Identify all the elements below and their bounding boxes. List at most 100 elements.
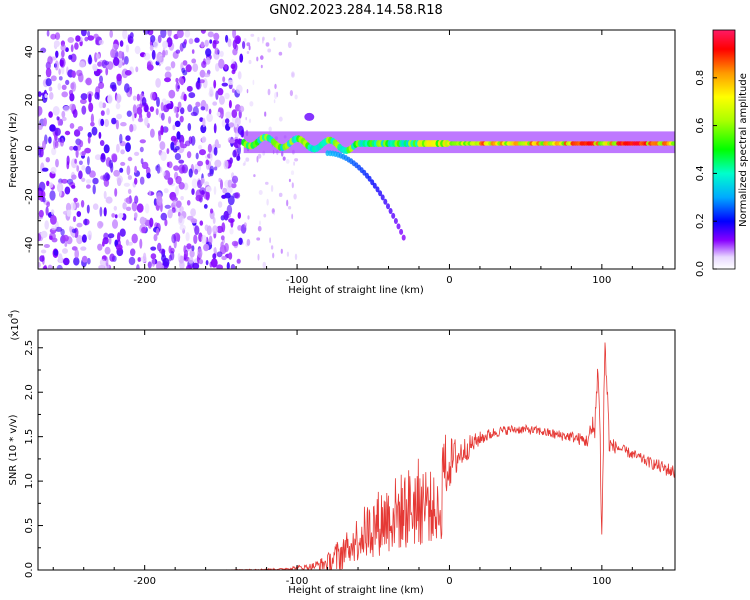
heatmap-cell-303 — [170, 61, 176, 69]
heatmap-cell-240 — [130, 248, 136, 257]
heatmap-cell-577 — [69, 123, 75, 129]
heatmap-cell-175 — [38, 142, 41, 147]
heatmap-cell-769 — [109, 253, 115, 262]
heatmap-cell-383 — [174, 120, 181, 128]
heatmap-cell-979 — [291, 182, 294, 189]
heatmap-cell-682 — [86, 257, 91, 265]
heatmap-cell-641 — [116, 73, 122, 82]
heatmap-cell-933 — [246, 238, 251, 246]
heatmap-cell-738 — [87, 30, 91, 37]
heatmap-cell-750 — [174, 146, 180, 151]
heatmap-cell-306 — [64, 186, 71, 195]
heatmap-cell-470 — [199, 79, 205, 84]
heatmap-cell-909 — [269, 237, 271, 244]
top-plot-frame — [37, 29, 676, 270]
heatmap-cell-843 — [191, 188, 195, 196]
heatmap-cell-499 — [127, 188, 132, 195]
heatmap-cell-662 — [161, 112, 165, 121]
heatmap-cell-41 — [76, 234, 83, 245]
heatmap-cell-567 — [183, 93, 187, 102]
heatmap-cell-256 — [64, 242, 68, 247]
heatmap-cell-504 — [230, 63, 236, 70]
heatmap-cell-269 — [188, 38, 194, 45]
heatmap-cell-985 — [285, 159, 290, 164]
heatmap-cell-621 — [209, 39, 213, 44]
heatmap-cell-251 — [231, 182, 237, 189]
heatmap-cell-566 — [195, 152, 199, 160]
heatmap-cell-74 — [94, 154, 102, 161]
heatmap-cell-694 — [188, 136, 193, 145]
top-y-tick-label: 40 — [24, 45, 35, 58]
heatmap-cell-39 — [150, 246, 157, 251]
heatmap-cell-77 — [78, 170, 83, 180]
heatmap-cell-580 — [143, 30, 150, 35]
heatmap-cell-464 — [168, 254, 172, 262]
heatmap-cell-549 — [174, 153, 181, 161]
heatmap-cell-139 — [212, 217, 216, 224]
heatmap-cell-213 — [75, 148, 79, 158]
heatmap-cell-730 — [234, 132, 240, 138]
heatmap-cell-821 — [91, 126, 98, 136]
heatmap-cell-655 — [234, 192, 241, 199]
heatmap-cell-891 — [176, 30, 184, 38]
heatmap-cell-500 — [131, 201, 138, 212]
heatmap-cell-496 — [188, 168, 193, 178]
heatmap-cell-870 — [139, 216, 146, 225]
heatmap-cell-245 — [38, 262, 41, 268]
snr-series — [38, 342, 675, 570]
heatmap-cell-679 — [240, 130, 244, 138]
heatmap-cell-864 — [205, 260, 209, 266]
heatmap-cell-737 — [57, 83, 62, 91]
heatmap-cell-360 — [103, 207, 107, 217]
heatmap-cell-398 — [61, 178, 68, 184]
heatmap-cell-879 — [237, 71, 242, 80]
heatmap-cell-296 — [51, 147, 57, 156]
heatmap-cell-390 — [38, 91, 42, 97]
heatmap-cell-669 — [85, 179, 92, 184]
heatmap-cell-957 — [257, 153, 262, 159]
heatmap-cell-568 — [228, 100, 232, 109]
heatmap-cell-952 — [250, 33, 255, 37]
heatmap-cell-513 — [186, 200, 191, 206]
heatmap-cell-788 — [164, 77, 171, 83]
heatmap-cell-384 — [182, 60, 188, 66]
heatmap-cell-984 — [268, 126, 272, 132]
heatmap-cell-978 — [270, 185, 274, 192]
heatmap-cell-661 — [170, 135, 177, 142]
heatmap-cell-899 — [59, 186, 62, 197]
heatmap-cell-777 — [41, 167, 49, 172]
heatmap-cell-898 — [156, 195, 163, 206]
heatmap-cell-841 — [112, 43, 119, 50]
heatmap-cell-506 — [53, 40, 60, 48]
heatmap-cell-823 — [171, 233, 177, 244]
heatmap-cell-44 — [86, 184, 91, 189]
heatmap-cell-766 — [228, 218, 235, 223]
heatmap-cell-938 — [291, 213, 294, 220]
top-y-tick-label: -40 — [24, 237, 35, 253]
heatmap-cell-511 — [213, 186, 217, 195]
heatmap-cell-197 — [64, 130, 71, 136]
heatmap-cell-590 — [216, 251, 223, 258]
heatmap-cell-594 — [162, 257, 170, 267]
heatmap-cell-774 — [225, 118, 230, 124]
bottom-y-axis-label: SNR (10 * v/v) — [8, 414, 19, 485]
heatmap-cell-215 — [63, 257, 70, 266]
colorbar-gradient — [712, 29, 736, 270]
heatmap-cell-253 — [78, 160, 83, 166]
heatmap-cell-508 — [146, 172, 151, 179]
top-y-axis-label: Frequency (Hz) — [8, 112, 19, 188]
heatmap-cell-311 — [103, 144, 110, 154]
heatmap-cell-681 — [139, 146, 144, 153]
y-multiplier-close: ) — [10, 309, 21, 313]
heatmap-cell-926 — [252, 79, 255, 85]
heatmap-cell-13 — [171, 196, 178, 202]
heatmap-cell-73 — [225, 34, 229, 43]
heatmap-cell-962 — [272, 252, 275, 259]
heatmap-cell-826 — [81, 255, 88, 263]
heatmap-cell-776 — [212, 253, 217, 260]
y-multiplier-exponent: 4 — [7, 313, 15, 318]
heatmap-cell-184 — [126, 110, 132, 117]
heatmap-cell-953 — [287, 41, 292, 49]
heatmap-cell-837 — [134, 165, 138, 174]
main-line-cell-1178 — [671, 141, 675, 146]
